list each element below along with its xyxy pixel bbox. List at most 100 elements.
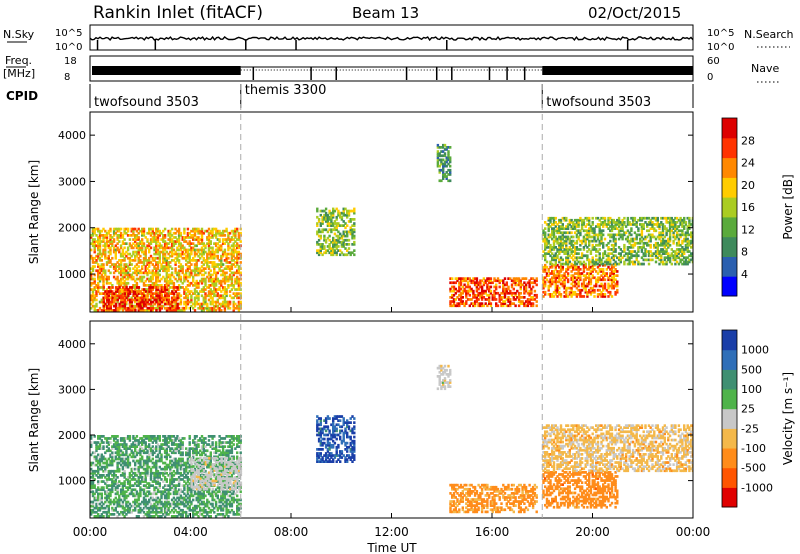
heatmap-cell xyxy=(121,250,125,254)
heatmap-cell xyxy=(672,233,675,237)
heatmap-cell xyxy=(545,237,549,241)
heatmap-cell xyxy=(148,290,151,293)
heatmap-cell xyxy=(91,510,95,514)
heatmap-cell xyxy=(116,453,119,457)
heatmap-cell xyxy=(443,164,447,168)
heatmap-cell xyxy=(160,294,163,298)
heatmap-cell xyxy=(686,229,689,233)
heatmap-cell xyxy=(472,281,475,285)
heatmap-cell xyxy=(225,227,228,231)
heatmap-cell xyxy=(119,252,123,256)
heatmap-cell xyxy=(470,302,473,305)
heatmap-cell xyxy=(95,294,98,298)
heatmap-cell xyxy=(570,231,573,235)
heatmap-cell xyxy=(591,227,594,230)
heatmap-cell xyxy=(493,293,496,297)
heatmap-cell xyxy=(174,252,177,256)
heatmap-cell xyxy=(486,304,489,308)
heatmap-cell xyxy=(556,288,559,292)
heatmap-cell xyxy=(640,227,644,230)
heatmap-cell xyxy=(146,306,149,310)
heatmap-cell xyxy=(223,292,227,295)
heatmap-cell xyxy=(683,252,686,255)
heatmap-cell xyxy=(496,279,500,283)
heatmap-cell xyxy=(139,261,142,264)
heatmap-cell xyxy=(202,231,205,235)
heatmap-cell xyxy=(123,494,126,498)
heatmap-cell xyxy=(197,254,200,258)
heatmap-cell xyxy=(114,231,117,235)
heatmap-cell xyxy=(179,298,183,302)
heatmap-cell xyxy=(119,482,123,485)
heatmap-cell xyxy=(111,500,114,504)
heatmap-cell xyxy=(116,269,119,273)
heatmap-cell xyxy=(232,250,235,254)
heatmap-cell xyxy=(151,284,154,287)
heatmap-cell xyxy=(528,298,531,301)
heatmap-cell xyxy=(130,244,133,248)
heatmap-cell xyxy=(442,164,445,168)
heatmap-cell xyxy=(626,252,630,255)
heatmap-cell xyxy=(202,252,205,256)
heatmap-cell xyxy=(183,238,186,241)
heatmap-cell xyxy=(563,231,566,235)
heatmap-cell xyxy=(679,258,682,262)
heatmap-cell xyxy=(549,254,552,258)
heatmap-cell xyxy=(566,223,570,226)
heatmap-cell xyxy=(498,279,501,283)
heatmap-cell xyxy=(603,250,607,253)
heatmap-cell xyxy=(142,281,146,285)
heatmap-cell xyxy=(167,296,170,300)
heatmap-cell xyxy=(90,296,93,300)
nave-tick-top: 60 xyxy=(707,56,720,67)
heatmap-cell xyxy=(602,268,605,271)
heatmap-cell xyxy=(160,246,163,250)
heatmap-cell xyxy=(220,290,223,293)
heatmap-cell xyxy=(128,259,132,262)
heatmap-cell xyxy=(575,223,579,226)
heatmap-cell xyxy=(570,252,573,255)
heatmap-cell xyxy=(193,269,197,273)
heatmap-cell xyxy=(150,300,153,304)
heatmap-cell xyxy=(588,288,591,292)
heatmap-cell xyxy=(91,502,95,506)
heatmap-cell xyxy=(568,239,571,243)
heatmap-cell xyxy=(112,502,116,506)
heatmap-cell xyxy=(626,239,630,243)
heatmap-cell xyxy=(118,263,121,266)
heatmap-cell xyxy=(551,237,554,241)
heatmap-cell xyxy=(351,224,354,227)
heatmap-cell xyxy=(91,277,95,281)
heatmap-cell xyxy=(674,216,677,220)
heatmap-cell xyxy=(172,240,176,243)
heatmap-cell xyxy=(223,250,227,254)
heatmap-cell xyxy=(335,251,338,255)
heatmap-cell xyxy=(151,238,154,241)
heatmap-cell xyxy=(626,216,630,220)
heatmap-cell xyxy=(507,298,510,301)
heatmap-cell xyxy=(104,467,107,471)
heatmap-cell xyxy=(109,304,112,308)
heatmap-cell xyxy=(121,459,125,463)
heatmap-cell xyxy=(107,463,110,467)
heatmap-cell xyxy=(204,267,207,270)
heatmap-cell xyxy=(591,256,594,260)
heatmap-cell xyxy=(169,240,172,243)
heatmap-cell xyxy=(468,287,471,291)
heatmap-cell xyxy=(551,246,554,249)
heatmap-cell xyxy=(120,294,123,298)
heatmap-cell xyxy=(556,295,559,298)
heatmap-cell xyxy=(688,254,691,258)
heatmap-cell xyxy=(104,465,107,469)
heatmap-cell xyxy=(559,227,563,230)
heatmap-cell xyxy=(206,265,209,268)
heatmap-cell xyxy=(193,298,197,302)
heatmap-cell xyxy=(134,461,137,465)
heatmap-cell xyxy=(141,227,144,231)
heatmap-cell xyxy=(207,231,211,235)
heatmap-cell xyxy=(630,239,633,243)
heatmap-cell xyxy=(90,254,93,258)
heatmap-cell xyxy=(164,294,167,298)
heatmap-cell xyxy=(610,221,614,224)
heatmap-cell xyxy=(502,304,505,308)
